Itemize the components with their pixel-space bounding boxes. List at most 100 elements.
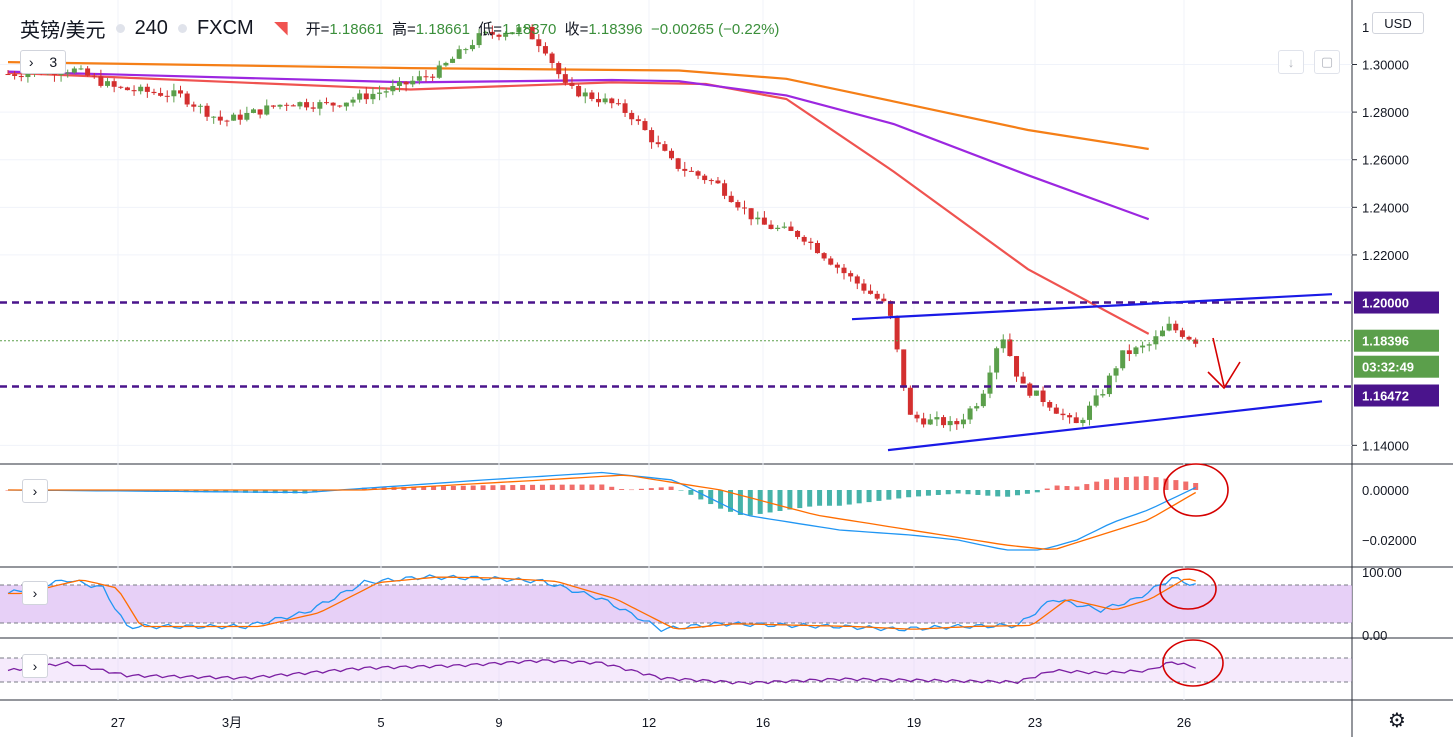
candle-body [204,105,210,117]
candle-body [290,105,296,107]
macd-histogram-bar [1123,477,1129,490]
last-price-label: 1.18396 [1362,334,1409,349]
macd-histogram-bar [282,490,288,494]
candle-body [967,408,973,420]
candle-body [1126,350,1132,355]
macd-histogram-bar [619,489,625,490]
candle-body [231,114,237,121]
ohlc-values: 开=1.18661 高=1.18661 低=1.18370 收=1.18396 … [306,18,780,39]
chevron-right-icon: › [32,658,38,674]
interval[interactable]: 240 [134,17,168,39]
stoch-pane-toggle[interactable]: › [22,581,48,605]
arrow-down-icon[interactable]: ↓ [1278,50,1304,74]
candle-body [669,150,675,159]
moving-average-line [7,70,1150,221]
candle-body [317,102,323,109]
macd-histogram-bar [629,489,635,491]
price-tick-label: 1.28000 [1362,105,1409,120]
price-tick-label: 1.30000 [1362,58,1409,73]
candle-body [264,105,270,115]
candle-body [91,75,97,77]
candle-body [350,99,356,103]
macd-histogram-bar [371,487,377,490]
candle-body [781,226,787,228]
last-price-label-bg [1354,329,1439,352]
price-tick-label: 1.26000 [1362,153,1409,168]
candle-body [662,144,668,151]
indicators-toggle-button[interactable]: › 3 [20,50,66,74]
candle-body [1007,339,1013,357]
level-low-label: 1.16472 [1362,388,1409,403]
open-label: 开= [305,21,330,38]
candle-body [768,224,774,229]
macd-histogram-bar [648,488,654,490]
macd-histogram-bar [955,490,961,494]
candle-body [755,217,761,220]
macd-histogram-bar [925,490,931,496]
macd-histogram-bar [579,484,585,490]
candle-body [138,86,144,92]
countdown-label: 03:32:49 [1362,360,1414,375]
candle-body [576,85,582,97]
macd-histogram-bar [1133,476,1139,490]
macd-histogram-bar [916,490,922,497]
candle-body [18,75,24,78]
candle-body [622,103,628,113]
candle-body [974,406,980,409]
candle-body [403,81,409,85]
price-tick-label: 1.14000 [1362,438,1409,453]
candle-body [741,207,747,209]
candle-body [1040,390,1046,403]
candle-body [960,419,966,425]
candle-body [310,107,316,109]
candle-body [357,93,363,100]
macd-line [7,471,1196,551]
candle-body [642,121,648,131]
macd-histogram-bar [727,490,733,512]
candle-body [1179,330,1185,337]
candle-body [708,180,714,182]
exchange: FXCM [196,17,254,39]
moving-average-line [7,71,1150,335]
macd-tick-label: 0.00000 [1362,483,1409,498]
macd-histogram-bar [272,490,278,494]
candle-body [1166,323,1172,331]
candle-body [814,242,820,254]
macd-histogram-bar [490,485,496,490]
macd-histogram-bar [668,486,674,490]
candle-body [848,273,854,277]
indicator-count: 3 [49,54,58,70]
candle-body [423,76,429,78]
macd-pane-toggle[interactable]: › [22,479,48,503]
candle-body [1140,345,1146,348]
candle-body [1020,376,1026,384]
candle-body [649,130,655,143]
candle-body [775,227,781,229]
candle-body [1080,419,1086,424]
macd-histogram-bar [886,490,892,500]
macd-histogram-bar [866,490,872,503]
candle-body [25,73,31,78]
macd-histogram-bar [460,485,466,490]
candle-body [277,104,283,107]
candle-body [609,98,615,104]
candle-body [1033,390,1039,396]
macd-histogram-bar [1024,490,1030,494]
candle-body [363,93,369,100]
time-label: 5 [377,715,384,730]
fullscreen-icon[interactable]: ▢ [1314,50,1340,74]
macd-histogram-bar [549,484,555,490]
candle-body [257,109,263,115]
time-axis: 27 3月 5 9 12 16 19 23 26 [111,715,1191,730]
macd-histogram-bar [609,486,615,490]
gear-icon[interactable]: ⚙ [1388,710,1406,732]
candle-body [1027,383,1033,396]
candle-body [542,46,548,54]
rsi-pane-toggle[interactable]: › [22,654,48,678]
rsi-line [7,659,1196,685]
candle-body [98,76,104,86]
macd-histogram-bar [431,486,437,490]
currency-button[interactable]: USD [1372,12,1424,34]
drawing-overlays [0,293,1352,452]
